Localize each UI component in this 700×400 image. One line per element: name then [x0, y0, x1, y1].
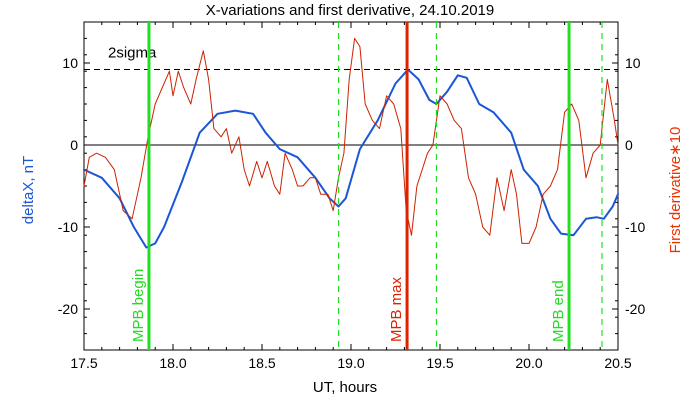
x-tick-label: 20.5: [604, 355, 631, 371]
x-tick-label: 20.0: [515, 355, 542, 371]
left-y-axis-label: deltaX, nT: [20, 156, 37, 224]
plot-area: 2sigma 17.5 18.0 18.5 19.0 19.5 20.0 20.5 -20 -20…: [58, 21, 645, 371]
sigma-label: 2sigma: [108, 45, 157, 62]
x-tick-label: 18.5: [248, 355, 275, 371]
y-tick-label-right: 10: [625, 55, 641, 71]
x-tick-label: 19.0: [337, 355, 364, 371]
y-tick-label-left: 10: [62, 55, 78, 71]
x-tick-label: 18.0: [159, 355, 186, 371]
chart-title: X-variations and first derivative, 24.10…: [206, 2, 495, 19]
y-tick-label-left: 0: [70, 137, 78, 153]
deltax-series-line: [83, 68, 619, 249]
y-tick-label-right: 0: [625, 137, 633, 153]
derivative-series-line: [83, 37, 619, 244]
x-tick-label: 17.5: [70, 355, 97, 371]
y-tick-label-left: -10: [58, 219, 78, 235]
y-tick-label-right: -10: [625, 219, 645, 235]
event-label: MPB max: [388, 276, 405, 342]
right-y-axis-label: First derivative∗10: [667, 127, 684, 254]
y-tick-label-left: -20: [58, 301, 78, 317]
x-tick-label: 19.5: [426, 355, 453, 371]
x-axis-label: UT, hours: [313, 379, 377, 396]
event-label: MPB end: [550, 280, 567, 342]
y-tick-label-right: -20: [625, 301, 645, 317]
event-label: MPB begin: [130, 269, 147, 342]
